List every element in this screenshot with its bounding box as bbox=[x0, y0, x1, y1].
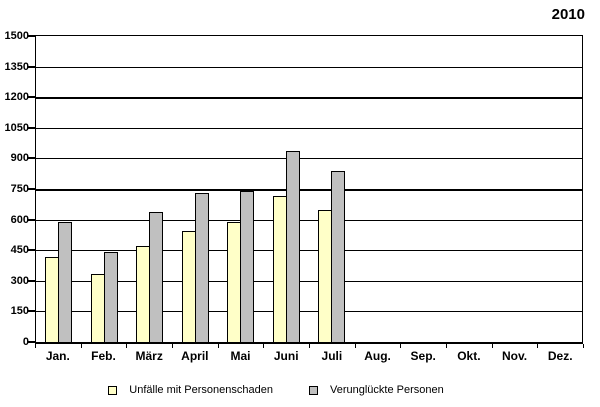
month-label: Nov. bbox=[501, 349, 528, 363]
y-axis-tick bbox=[28, 126, 35, 129]
bar-verunglueckte bbox=[149, 212, 163, 342]
month-label: Juni bbox=[273, 349, 299, 363]
bar-verunglueckte bbox=[195, 193, 209, 342]
y-axis-tick bbox=[28, 310, 35, 313]
month-label: April bbox=[181, 349, 209, 363]
month-label: Okt. bbox=[457, 349, 481, 363]
y-axis-tick-label: 600 bbox=[10, 213, 29, 226]
y-axis-tick-label: 750 bbox=[10, 183, 29, 195]
legend-swatch-icon bbox=[308, 385, 318, 395]
legend: Unfälle mit Personenschaden Verunglückte … bbox=[0, 384, 600, 396]
x-axis-tick bbox=[446, 344, 447, 348]
legend-item: Unfälle mit Personenschaden bbox=[108, 384, 273, 396]
month-label: Aug. bbox=[364, 349, 391, 363]
y-axis-tick-label: 300 bbox=[10, 274, 29, 287]
month-label: Jan. bbox=[45, 349, 70, 363]
x-axis-labels: Jan. Feb. März April Mai Juni Juli Aug. Sep. Okt.… bbox=[35, 349, 583, 363]
legend-item: Verunglückte Personen bbox=[308, 384, 444, 396]
y-axis-tick-label: 1500 bbox=[4, 30, 29, 42]
month-label: Feb. bbox=[91, 349, 116, 363]
x-axis-tick bbox=[537, 344, 538, 348]
bar-unfaelle bbox=[136, 246, 150, 342]
bar-verunglueckte bbox=[331, 171, 345, 342]
x-axis-tick bbox=[218, 344, 219, 348]
gridline bbox=[36, 311, 582, 313]
legend-swatch-icon bbox=[108, 385, 118, 395]
x-axis-tick bbox=[355, 344, 356, 348]
gridline bbox=[36, 250, 582, 252]
x-axis-tick bbox=[583, 344, 584, 348]
gridline bbox=[36, 280, 582, 282]
month-label: Juli bbox=[321, 349, 343, 363]
y-axis-tick bbox=[28, 279, 35, 282]
legend-label: Unfälle mit Personenschaden bbox=[129, 384, 273, 396]
bar-unfaelle bbox=[182, 231, 196, 342]
chart-title: 2010 bbox=[551, 6, 585, 23]
y-axis-tick-label: 1200 bbox=[4, 91, 29, 104]
bar-verunglueckte bbox=[240, 191, 254, 342]
x-axis-tick bbox=[263, 344, 264, 348]
y-axis-tick-label: 450 bbox=[10, 244, 29, 257]
x-axis-tick bbox=[81, 344, 82, 348]
bar-verunglueckte bbox=[58, 222, 72, 342]
legend-label: Verunglückte Personen bbox=[329, 384, 444, 396]
y-axis-tick-label: 1050 bbox=[4, 121, 29, 134]
gridline bbox=[36, 127, 582, 129]
y-axis-tick bbox=[28, 65, 35, 68]
bar-unfaelle bbox=[45, 257, 59, 342]
x-axis-tick bbox=[172, 344, 173, 348]
month-label: Dez. bbox=[547, 349, 573, 363]
y-axis-tick bbox=[28, 188, 35, 190]
bar-unfaelle bbox=[273, 196, 287, 342]
gridline bbox=[36, 97, 582, 100]
y-axis-tick-label: 0 bbox=[22, 336, 29, 348]
bar-verunglueckte bbox=[286, 151, 300, 342]
x-axis-tick bbox=[35, 344, 36, 348]
bar-unfaelle bbox=[318, 210, 332, 342]
x-axis-tick bbox=[126, 344, 127, 348]
y-axis-tick bbox=[28, 35, 35, 37]
bar-unfaelle bbox=[91, 274, 105, 342]
x-axis-tick bbox=[400, 344, 401, 348]
plot-area bbox=[35, 35, 583, 344]
y-axis-tick bbox=[28, 249, 35, 252]
month-label: Mai bbox=[230, 349, 251, 363]
y-axis-tick bbox=[28, 157, 35, 160]
y-axis-tick bbox=[28, 96, 35, 99]
month-label: März bbox=[135, 349, 163, 363]
gridline bbox=[36, 189, 582, 191]
gridline bbox=[36, 158, 582, 160]
bar-verunglueckte bbox=[104, 252, 118, 342]
x-axis-tick bbox=[309, 344, 310, 348]
month-label: Sep. bbox=[410, 349, 436, 363]
y-axis-tick-label: 900 bbox=[10, 152, 29, 165]
gridline bbox=[36, 219, 582, 221]
gridline bbox=[36, 66, 582, 68]
y-axis-tick bbox=[28, 218, 35, 221]
y-axis-tick bbox=[28, 341, 35, 343]
x-axis-tick bbox=[492, 344, 493, 348]
y-axis-tick-label: 1350 bbox=[4, 60, 29, 73]
y-axis-tick-label: 150 bbox=[10, 305, 29, 318]
bar-unfaelle bbox=[227, 222, 241, 342]
